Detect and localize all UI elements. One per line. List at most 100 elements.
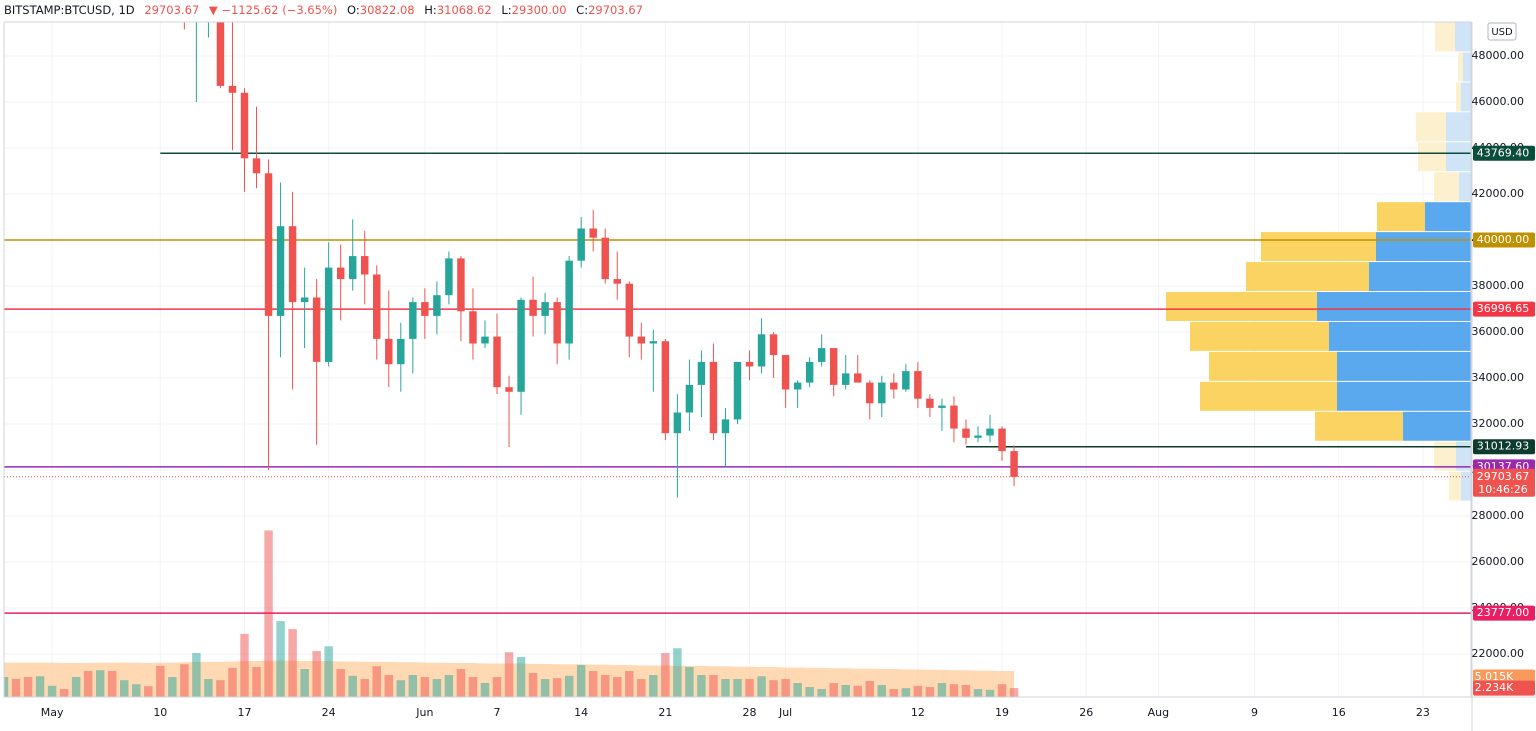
candle-body xyxy=(805,361,814,383)
x-tick-label: 28 xyxy=(743,706,757,719)
volume-bar xyxy=(420,677,430,697)
candle-body xyxy=(998,428,1006,452)
price-tag-label: 36996.65 xyxy=(1477,302,1530,315)
ohlc-value: 29300.00 xyxy=(512,3,567,17)
volume-bar xyxy=(697,675,706,697)
candle-body xyxy=(505,387,513,392)
candle-body xyxy=(914,371,922,399)
y-tick-label: 46000.00 xyxy=(1472,95,1525,108)
candle-body xyxy=(361,256,369,275)
candle-body xyxy=(373,274,381,339)
volume-bar xyxy=(408,675,418,697)
profile-up xyxy=(1434,172,1459,202)
countdown: 10:46:26 xyxy=(1478,483,1527,496)
x-tick-label: 12 xyxy=(911,706,925,719)
candle-body xyxy=(385,338,393,365)
volume-bar xyxy=(877,685,887,697)
price-tag-label: 43769.40 xyxy=(1477,146,1530,159)
volume-bar xyxy=(228,667,237,697)
volume-bar xyxy=(492,677,502,697)
volume-tag-label: 5.015K xyxy=(1475,670,1514,683)
volume-bar xyxy=(1009,688,1019,697)
volume-bar xyxy=(204,679,213,697)
volume-bar xyxy=(961,685,971,697)
currency: USD xyxy=(1491,27,1513,38)
candle-body xyxy=(986,428,994,436)
profile-down xyxy=(1329,321,1471,351)
candle-body xyxy=(409,302,417,339)
x-tick-label: Aug xyxy=(1148,706,1169,719)
volume-bar xyxy=(673,648,682,697)
volume-bar xyxy=(312,651,321,697)
candle-body xyxy=(312,297,321,362)
volume-bar xyxy=(216,680,225,697)
candle-body xyxy=(240,92,249,159)
y-tick-label: 34000.00 xyxy=(1472,371,1525,384)
volume-bar xyxy=(180,664,189,697)
volume-bar xyxy=(168,677,177,697)
price-tags: 43769.4040000.0036996.6531012.9330137.60… xyxy=(1473,145,1535,696)
profile-up xyxy=(1166,292,1317,321)
candle-body xyxy=(781,354,790,390)
candle-body xyxy=(1010,451,1018,477)
y-tick-label: 22000.00 xyxy=(1472,647,1525,660)
candle-body xyxy=(625,283,634,337)
candle-body xyxy=(829,348,838,385)
volume-bar xyxy=(276,621,285,697)
candle-body xyxy=(902,371,910,390)
volume-bar xyxy=(324,646,333,697)
volume-bar xyxy=(637,679,646,697)
volume-bar xyxy=(601,675,610,697)
candle-body xyxy=(421,302,429,316)
last-price-label: 29703.67 xyxy=(1477,470,1530,483)
volume-bar xyxy=(35,676,45,697)
price-tag-label: 31012.93 xyxy=(1477,440,1530,453)
profile-up xyxy=(1449,471,1461,501)
volume-bar xyxy=(468,677,478,697)
volume-bar xyxy=(516,657,526,697)
volume-bar xyxy=(901,688,911,697)
candle-body xyxy=(878,382,886,404)
axis-tag xyxy=(1473,439,1535,455)
candle-body xyxy=(324,267,333,362)
y-tick-label: 42000.00 xyxy=(1472,187,1525,200)
profile-down xyxy=(1317,292,1471,321)
volume-bar xyxy=(240,633,249,697)
candle-body xyxy=(613,279,621,284)
x-tick-label: 7 xyxy=(494,706,501,719)
last-price: 29703.67 xyxy=(144,3,199,17)
volume-bar xyxy=(300,669,309,697)
ohlc-key: O: xyxy=(347,3,360,17)
x-tick-label: 17 xyxy=(237,706,251,719)
candle-body xyxy=(529,299,537,316)
volume-bar xyxy=(59,689,69,697)
candle-body xyxy=(817,348,826,362)
axis-tag xyxy=(1473,145,1535,161)
symbol: BITSTAMP:BTCUSD, 1D xyxy=(4,3,135,17)
volume-bar xyxy=(685,667,694,697)
axis-tag xyxy=(1473,301,1535,317)
volume-bar xyxy=(252,667,261,697)
price-tag-label: 40000.00 xyxy=(1477,233,1530,246)
volume-bar xyxy=(120,680,129,697)
candle-body xyxy=(589,228,597,238)
volume-bar xyxy=(156,665,165,697)
x-tick-label: 26 xyxy=(1079,706,1093,719)
x-tick-label: Jun xyxy=(415,706,433,719)
header: BITSTAMP:BTCUSD, 1D 29703.67 ▼ −1125.62 … xyxy=(4,3,643,17)
candle-body xyxy=(577,228,585,261)
x-tick-label: 10 xyxy=(153,706,167,719)
volume-bar xyxy=(83,671,93,697)
price-tag-label: 23777.00 xyxy=(1477,606,1530,619)
candle-body xyxy=(950,405,958,429)
profile-down xyxy=(1369,262,1471,292)
volume-bar xyxy=(985,689,995,697)
volume-tag-label: 2.234K xyxy=(1475,681,1514,694)
volume-bar xyxy=(613,677,622,697)
profile-down xyxy=(1337,351,1471,381)
volume-bar xyxy=(360,679,369,697)
volume-bar xyxy=(504,652,514,697)
candle-body xyxy=(926,398,934,408)
volume-bar xyxy=(107,671,117,697)
